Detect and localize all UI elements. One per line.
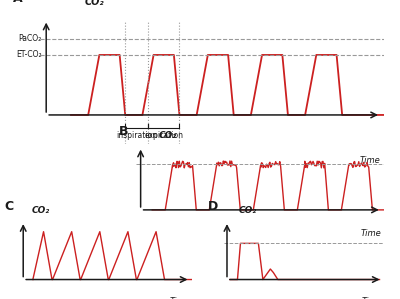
Text: B: B [119,125,128,138]
Text: A: A [12,0,22,5]
Text: Time: Time [360,156,380,165]
Text: CO₂: CO₂ [238,206,257,215]
Text: Time: Time [170,297,190,299]
Text: Time: Time [361,229,382,238]
Text: PaCO₂: PaCO₂ [18,34,42,43]
Text: C: C [4,200,14,213]
Text: CO₂: CO₂ [32,206,50,215]
Text: ET-CO₂: ET-CO₂ [16,51,42,60]
Text: CO₂: CO₂ [158,131,176,141]
Text: Time: Time [362,297,382,299]
Text: expiration: expiration [144,131,183,140]
Text: CO₂: CO₂ [85,0,104,7]
Text: D: D [208,200,218,213]
Text: inspiration: inspiration [116,131,157,140]
